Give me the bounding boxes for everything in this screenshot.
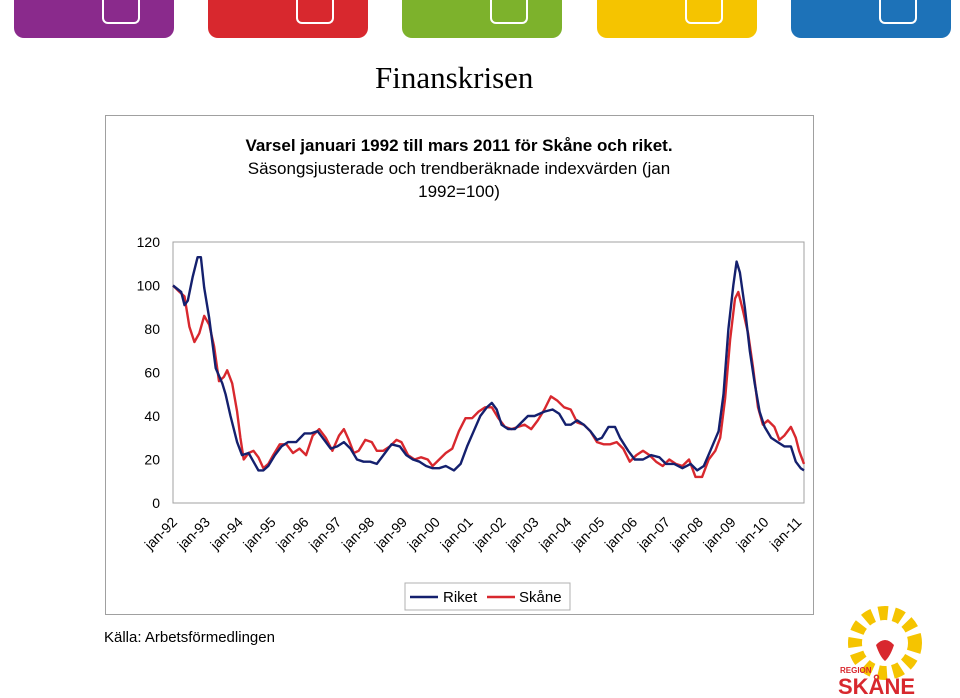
x-tick-label: jan-09	[699, 514, 739, 554]
x-tick-label: jan-95	[239, 514, 279, 554]
region-skane-logo: REGION SKÅNE	[838, 606, 922, 697]
x-tick-label: jan-11	[766, 514, 805, 553]
header-tab-red	[208, 0, 368, 38]
x-tick-label: jan-96	[272, 514, 312, 554]
y-tick-label: 0	[152, 495, 160, 511]
x-tick-label: jan-03	[502, 514, 542, 554]
plot-area	[172, 241, 805, 504]
x-tick-label: jan-99	[371, 514, 411, 554]
source-note: Källa: Arbetsförmedlingen	[104, 629, 275, 646]
logo-region-text: REGION	[840, 666, 872, 675]
x-tick-label: jan-06	[601, 514, 641, 554]
series-line-riket	[172, 256, 805, 472]
line-chart: Varsel januari 1992 till mars 2011 för S…	[137, 136, 806, 611]
y-tick-label: 120	[137, 234, 161, 250]
chart-title-line-1: Varsel januari 1992 till mars 2011 för S…	[245, 136, 672, 155]
header-tab-blue	[791, 0, 951, 38]
logo-skane-text: SKÅNE	[838, 673, 915, 697]
header-tab-yellow	[597, 0, 757, 38]
chart-container: Varsel januari 1992 till mars 2011 för S…	[105, 115, 814, 615]
chart-title-line-3: 1992=100)	[418, 182, 500, 201]
x-tick-label: jan-07	[634, 514, 674, 554]
x-tick-label: jan-92	[141, 514, 181, 554]
x-tick-label: jan-01	[436, 514, 476, 554]
slide-title: Finanskrisen	[375, 60, 534, 95]
x-tick-label: jan-02	[469, 514, 509, 554]
x-tick-label: jan-93	[173, 514, 213, 554]
header-tab-purple	[14, 0, 174, 38]
legend-label-skane: Skåne	[519, 589, 562, 606]
x-tick-label: jan-10	[732, 514, 772, 554]
legend-label-riket: Riket	[443, 589, 478, 606]
x-tick-label: jan-05	[568, 514, 608, 554]
x-tick-label: jan-97	[305, 514, 345, 554]
x-tick-label: jan-98	[338, 514, 378, 554]
x-tick-label: jan-04	[535, 514, 575, 554]
y-tick-label: 40	[144, 408, 160, 424]
x-tick-label: jan-08	[666, 514, 706, 554]
y-tick-label: 20	[144, 452, 160, 468]
y-tick-label: 80	[144, 321, 160, 337]
chart-title-line-2: Säsongsjusterade och trendberäknade inde…	[248, 159, 670, 178]
header-tab-green	[402, 0, 562, 38]
y-tick-label: 100	[137, 278, 161, 294]
x-tick-label: jan-94	[206, 514, 246, 554]
y-tick-label: 60	[144, 365, 160, 381]
series-line-skane	[172, 284, 806, 479]
x-tick-label: jan-00	[403, 514, 443, 554]
sun-rays-icon	[848, 606, 922, 680]
